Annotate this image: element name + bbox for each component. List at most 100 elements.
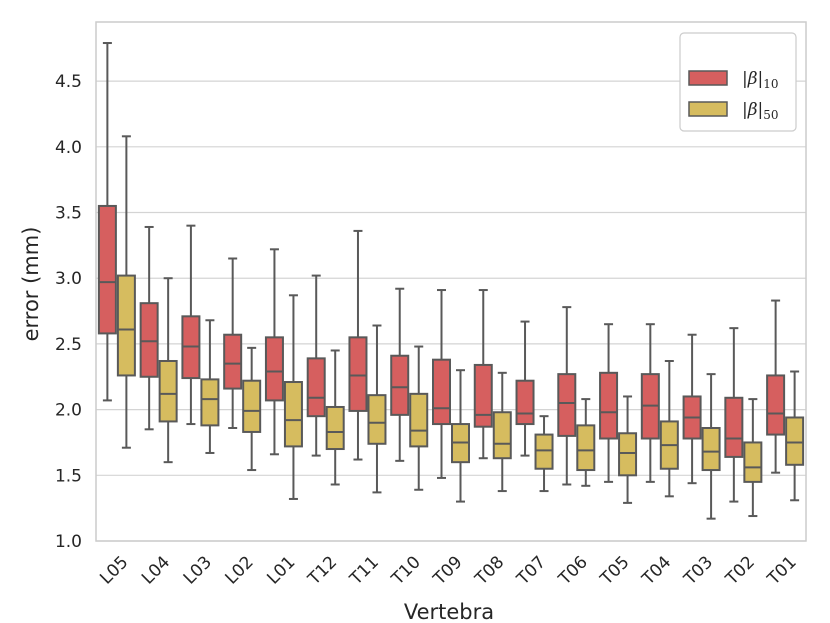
box-iqr: [534, 433, 554, 470]
box-t09-series-50: [451, 369, 470, 503]
x-tick-label: T10: [387, 552, 424, 589]
box-t10-series-10: [390, 287, 410, 462]
box-t01-series-10: [766, 299, 786, 474]
box-iqr: [116, 274, 136, 377]
x-tick-labels: L05 L04 L03 L02 L01 T12 T11 T10 T09 T08 T07 T06 T05 T…: [96, 552, 800, 589]
legend-label-subscript: 10: [763, 77, 778, 91]
box-t12-series-50: [325, 349, 345, 486]
y-tick-label: 3.5: [55, 204, 82, 224]
legend: |β|10|β|50: [679, 32, 797, 132]
box-t02-series-10: [724, 327, 744, 503]
y-tick-label: 4.5: [55, 72, 82, 92]
x-tick-label: T06: [554, 552, 591, 589]
box-t12-series-10: [306, 274, 326, 457]
box-iqr: [785, 416, 805, 466]
y-tick-label: 1.0: [55, 532, 82, 552]
box-t01-series-50: [785, 370, 805, 502]
y-tick-label: 2.0: [55, 401, 82, 421]
box-l03-series-50: [200, 319, 220, 454]
box-l05-series-50: [116, 135, 136, 449]
x-tick-label: L04: [138, 552, 174, 588]
box-t08-series-50: [492, 371, 512, 493]
box-t10-series-50: [409, 345, 429, 491]
box-iqr: [766, 374, 786, 436]
box-t05-series-10: [599, 323, 619, 483]
box-iqr: [409, 392, 429, 448]
box-t04-series-50: [659, 359, 679, 498]
box-iqr: [618, 432, 638, 477]
box-iqr: [432, 358, 451, 426]
box-iqr: [492, 411, 512, 460]
x-axis-label: Vertebra: [404, 600, 494, 623]
box-iqr: [473, 363, 493, 428]
box-iqr: [158, 359, 178, 423]
x-tick-label: T04: [638, 552, 675, 589]
box-t07-series-10: [515, 320, 535, 457]
x-tick-label: T02: [721, 552, 758, 589]
box-series: [97, 42, 805, 520]
legend-label-main: |β|: [742, 100, 763, 120]
box-t02-series-50: [743, 398, 763, 518]
x-tick-label: T01: [763, 552, 800, 589]
box-l03-series-10: [181, 224, 201, 426]
box-iqr: [97, 204, 117, 335]
legend-label: |β|50: [742, 100, 779, 122]
box-iqr: [139, 302, 159, 378]
box-iqr: [390, 354, 410, 416]
box-t06-series-50: [576, 398, 596, 487]
box-t04-series-10: [640, 323, 660, 483]
box-iqr: [223, 333, 243, 390]
legend-label-main: |β|: [742, 69, 763, 89]
box-iqr: [200, 378, 220, 427]
legend-label: |β|10: [742, 69, 779, 91]
y-tick-label: 2.5: [55, 335, 82, 355]
box-iqr: [515, 379, 535, 426]
box-l02-series-10: [223, 257, 243, 430]
y-tick-label: 1.5: [55, 466, 82, 486]
x-tick-label: T12: [304, 552, 341, 589]
box-iqr: [743, 441, 763, 483]
x-tick-label: T11: [346, 552, 383, 589]
x-tick-label: T07: [513, 552, 550, 589]
y-tick-labels: 1.0 1.5 2.0 2.5 3.0 3.5 4.0 4.5: [55, 72, 82, 552]
box-t05-series-50: [618, 395, 638, 504]
y-axis-label: error (mm): [19, 227, 43, 342]
box-l01-series-10: [264, 248, 284, 456]
box-iqr: [325, 405, 345, 451]
box-t07-series-50: [534, 415, 554, 493]
box-t03-series-50: [701, 373, 721, 520]
legend-swatch: [688, 101, 728, 117]
box-l02-series-50: [242, 346, 262, 472]
box-t06-series-10: [557, 306, 577, 486]
x-tick-label: T03: [680, 552, 717, 589]
box-iqr: [367, 394, 387, 445]
box-t11-series-10: [348, 229, 368, 461]
x-tick-label: L05: [96, 552, 132, 588]
box-t09-series-10: [432, 289, 451, 479]
x-tick-label: T09: [429, 552, 466, 589]
box-t03-series-10: [682, 333, 702, 485]
box-l04-series-50: [158, 277, 178, 464]
box-iqr: [242, 379, 262, 433]
box-l01-series-50: [283, 294, 303, 500]
box-iqr: [576, 424, 596, 472]
box-iqr: [724, 396, 744, 458]
box-iqr: [264, 336, 284, 402]
box-l04-series-10: [139, 225, 159, 431]
box-iqr: [557, 373, 577, 437]
grid-lines: [96, 80, 806, 542]
box-iqr: [348, 336, 368, 412]
x-tick-label: T08: [471, 552, 508, 589]
x-tick-label: L02: [222, 552, 258, 588]
box-iqr: [306, 357, 326, 418]
legend-swatch: [688, 70, 728, 86]
legend-label-subscript: 50: [763, 108, 778, 122]
box-l05-series-10: [97, 42, 117, 402]
plot-frame: [95, 21, 807, 542]
box-iqr: [599, 371, 619, 440]
y-tick-label: 4.0: [55, 138, 82, 158]
box-t08-series-10: [473, 289, 493, 460]
x-tick-label: L01: [263, 552, 299, 588]
box-iqr: [283, 381, 303, 448]
